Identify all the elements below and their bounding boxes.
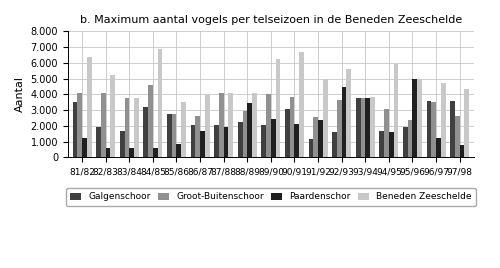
Bar bbox=[384, 109, 389, 157]
Bar bbox=[110, 75, 115, 157]
Bar bbox=[276, 59, 280, 157]
Bar bbox=[120, 131, 124, 157]
Bar bbox=[460, 145, 464, 157]
Bar bbox=[101, 93, 105, 157]
Bar bbox=[380, 131, 384, 157]
Bar bbox=[342, 87, 346, 157]
Bar bbox=[148, 85, 153, 157]
Bar bbox=[124, 98, 130, 157]
Bar bbox=[214, 125, 219, 157]
Bar bbox=[266, 94, 271, 157]
Bar bbox=[464, 89, 469, 157]
Bar bbox=[106, 148, 110, 157]
Bar bbox=[294, 124, 299, 157]
Bar bbox=[436, 138, 441, 157]
Bar bbox=[87, 57, 92, 157]
Bar bbox=[271, 119, 276, 157]
Legend: Galgenschoor, Groot-Buitenschoor, Paardenschor, Beneden Zeeschelde: Galgenschoor, Groot-Buitenschoor, Paarde… bbox=[66, 188, 476, 206]
Bar bbox=[72, 102, 78, 157]
Bar bbox=[181, 102, 186, 157]
Bar bbox=[394, 64, 398, 157]
Bar bbox=[172, 114, 176, 157]
Title: b. Maximum aantal vogels per telseizoen in de Beneden Zeeschelde: b. Maximum aantal vogels per telseizoen … bbox=[80, 15, 462, 25]
Bar bbox=[389, 132, 394, 157]
Bar bbox=[196, 116, 200, 157]
Bar bbox=[205, 95, 210, 157]
Bar bbox=[318, 120, 323, 157]
Bar bbox=[290, 97, 294, 157]
Bar bbox=[228, 93, 233, 157]
Bar bbox=[432, 102, 436, 157]
Bar bbox=[219, 93, 224, 157]
Bar bbox=[308, 139, 314, 157]
Bar bbox=[176, 144, 181, 157]
Bar bbox=[332, 132, 337, 157]
Bar bbox=[262, 125, 266, 157]
Bar bbox=[450, 101, 455, 157]
Bar bbox=[82, 138, 87, 157]
Bar bbox=[417, 79, 422, 157]
Bar bbox=[78, 93, 82, 157]
Bar bbox=[134, 98, 138, 157]
Bar bbox=[190, 125, 196, 157]
Bar bbox=[441, 83, 446, 157]
Bar bbox=[242, 111, 248, 157]
Bar bbox=[403, 127, 408, 157]
Bar bbox=[96, 127, 101, 157]
Bar bbox=[144, 107, 148, 157]
Bar bbox=[366, 98, 370, 157]
Bar bbox=[370, 97, 374, 157]
Bar bbox=[167, 114, 172, 157]
Bar bbox=[356, 98, 360, 157]
Bar bbox=[455, 117, 460, 157]
Bar bbox=[200, 131, 205, 157]
Bar bbox=[408, 120, 412, 157]
Bar bbox=[412, 79, 417, 157]
Bar bbox=[346, 69, 351, 157]
Bar bbox=[158, 49, 162, 157]
Bar bbox=[285, 109, 290, 157]
Bar bbox=[426, 101, 432, 157]
Bar bbox=[248, 103, 252, 157]
Bar bbox=[299, 52, 304, 157]
Bar bbox=[130, 148, 134, 157]
Bar bbox=[360, 98, 366, 157]
Bar bbox=[337, 100, 342, 157]
Bar bbox=[323, 79, 328, 157]
Bar bbox=[224, 128, 228, 157]
Y-axis label: Aantal: Aantal bbox=[15, 76, 25, 112]
Bar bbox=[252, 93, 256, 157]
Bar bbox=[153, 148, 158, 157]
Bar bbox=[314, 117, 318, 157]
Bar bbox=[238, 122, 242, 157]
